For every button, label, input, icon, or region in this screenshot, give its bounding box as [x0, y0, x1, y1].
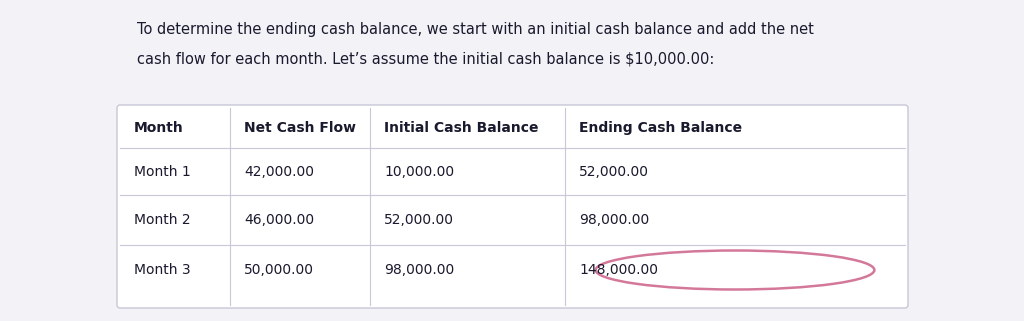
- Text: 46,000.00: 46,000.00: [244, 213, 314, 227]
- Text: Initial Cash Balance: Initial Cash Balance: [384, 121, 539, 135]
- Text: cash flow for each month. Let’s assume the initial cash balance is $10,000.00:: cash flow for each month. Let’s assume t…: [137, 52, 715, 67]
- Text: 98,000.00: 98,000.00: [384, 263, 455, 277]
- Text: Month 1: Month 1: [134, 164, 190, 178]
- Text: Month 2: Month 2: [134, 213, 190, 227]
- Text: 98,000.00: 98,000.00: [579, 213, 649, 227]
- Text: 52,000.00: 52,000.00: [384, 213, 454, 227]
- Text: Ending Cash Balance: Ending Cash Balance: [579, 121, 742, 135]
- Text: Net Cash Flow: Net Cash Flow: [244, 121, 356, 135]
- Text: 52,000.00: 52,000.00: [579, 164, 649, 178]
- Text: 10,000.00: 10,000.00: [384, 164, 454, 178]
- Text: Month 3: Month 3: [134, 263, 190, 277]
- Text: Month: Month: [134, 121, 183, 135]
- Text: To determine the ending cash balance, we start with an initial cash balance and : To determine the ending cash balance, we…: [137, 22, 814, 37]
- FancyBboxPatch shape: [117, 105, 908, 308]
- Text: 148,000.00: 148,000.00: [579, 263, 658, 277]
- Text: 42,000.00: 42,000.00: [244, 164, 314, 178]
- Text: 50,000.00: 50,000.00: [244, 263, 314, 277]
